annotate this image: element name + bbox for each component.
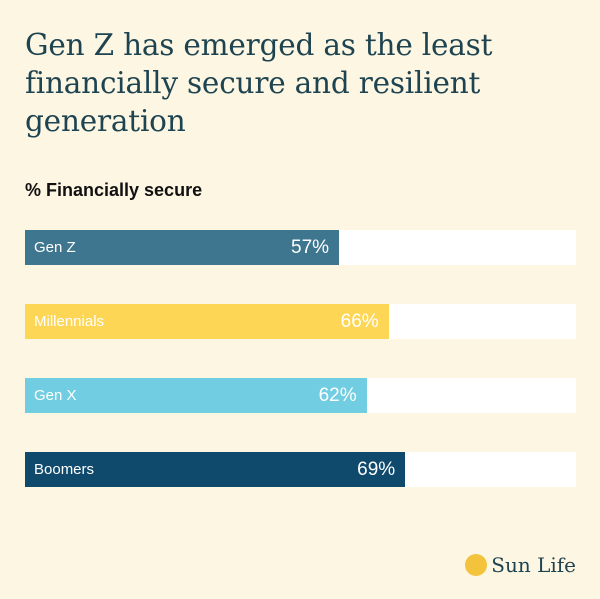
chart-subtitle: % Financially secure <box>25 180 203 200</box>
bar: Gen Z 57% <box>25 230 340 265</box>
value-label: 57% <box>291 237 330 258</box>
category-label: Millennials <box>34 313 105 330</box>
brand-logo: Sun Life <box>465 553 576 577</box>
brand-logo-text: Sun Life <box>491 553 576 577</box>
bar-track: Boomers 69% <box>25 452 576 487</box>
value-label: 62% <box>318 385 357 406</box>
bar-track: Millennials 66% <box>25 304 576 339</box>
category-label: Gen X <box>34 387 77 404</box>
bar-chart: Gen Z 57% Millennials 66% Gen X 62% Boomers 69% <box>25 230 576 526</box>
bar-track: Gen Z 57% <box>25 230 576 265</box>
bar: Gen X 62% <box>25 378 367 413</box>
category-label: Gen Z <box>34 239 76 256</box>
value-label: 66% <box>340 311 379 332</box>
bar: Millennials 66% <box>25 304 389 339</box>
bar: Boomers 69% <box>25 452 406 487</box>
bar-track: Gen X 62% <box>25 378 576 413</box>
sun-logo-icon <box>465 554 488 576</box>
chart-headline: Gen Z has emerged as the least financial… <box>25 28 493 138</box>
category-label: Boomers <box>34 461 95 478</box>
value-label: 69% <box>357 459 396 480</box>
